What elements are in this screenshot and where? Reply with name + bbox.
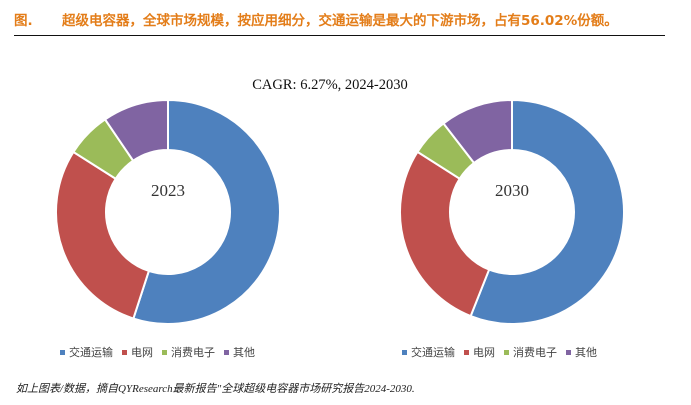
legend-swatch-consumer: [162, 349, 167, 355]
legend-swatch-grid: [464, 349, 469, 355]
source-footnote: 如上图表/数据，摘自QYResearch最新报告"全球超级电容器市场研究报告20…: [16, 383, 415, 395]
legend-label-other: 其他: [233, 346, 255, 359]
figure-title: 图. 超级电容器，全球市场规模，按应用细分，交通运输是最大的下游市场，占有56.0…: [14, 12, 674, 30]
center-year-label: 2030: [495, 181, 529, 200]
legend-label-transport: 交通运输: [411, 346, 455, 359]
figure-label: 图.: [14, 13, 33, 29]
legend-swatch-transport: [402, 349, 407, 355]
legend-label-grid: 电网: [473, 346, 495, 359]
slice-transport-2023: [132, 98, 282, 325]
legend-swatch-other: [566, 349, 571, 355]
legend-item-other: 其他: [566, 344, 597, 360]
title-divider: [14, 35, 665, 36]
legend-label-consumer: 消费电子: [513, 346, 557, 359]
legend-item-consumer: 消费电子: [162, 344, 215, 360]
slice-grid-2030: [399, 150, 491, 318]
donut-chart-2023: 2023: [55, 98, 282, 325]
slice-grid-2023: [55, 150, 151, 320]
legend-2023: 交通运输 电网 消费电子 其他: [60, 344, 264, 360]
legend-item-consumer: 消费电子: [504, 344, 557, 360]
slice-other-2030: [442, 98, 513, 165]
figure-title-text: 超级电容器，全球市场规模，按应用细分，交通运输是最大的下游市场，占有56.02%…: [62, 13, 618, 29]
legend-label-consumer: 消费电子: [171, 346, 215, 359]
legend-label-other: 其他: [575, 346, 597, 359]
legend-item-transport: 交通运输: [60, 344, 113, 360]
legend-swatch-transport: [60, 349, 65, 355]
legend-2030: 交通运输 电网 消费电子 其他: [402, 344, 606, 360]
legend-item-grid: 电网: [122, 344, 153, 360]
cagr-label: CAGR: 6.27%, 2024-2030: [252, 77, 408, 93]
legend-swatch-grid: [122, 349, 127, 355]
legend-label-transport: 交通运输: [69, 346, 113, 359]
slice-other-2023: [103, 98, 169, 163]
center-year-label: 2023: [151, 181, 185, 200]
slice-transport-2030: [469, 98, 625, 325]
legend-item-transport: 交通运输: [402, 344, 455, 360]
legend-item-grid: 电网: [464, 344, 495, 360]
legend-swatch-consumer: [504, 349, 509, 355]
donut-chart-2030: 2030: [399, 98, 625, 325]
legend-swatch-other: [224, 349, 229, 355]
legend-item-other: 其他: [224, 344, 255, 360]
legend-label-grid: 电网: [131, 346, 153, 359]
